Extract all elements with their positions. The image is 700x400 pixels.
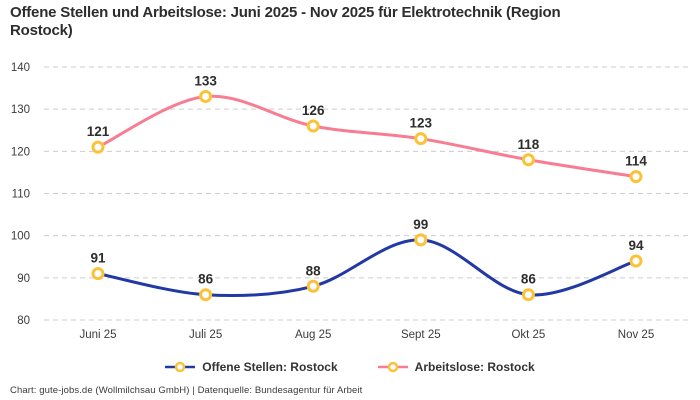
data-point-marker bbox=[306, 279, 320, 293]
x-axis-label: Aug 25 bbox=[295, 329, 331, 341]
data-point-marker bbox=[414, 132, 428, 146]
data-point-label: 118 bbox=[518, 137, 540, 152]
data-point-marker bbox=[91, 140, 105, 154]
data-point-marker bbox=[521, 153, 535, 167]
data-point-label: 86 bbox=[198, 272, 214, 287]
data-point-label: 126 bbox=[302, 103, 325, 118]
data-point-label: 88 bbox=[306, 263, 322, 278]
legend-item[interactable]: Offene Stellen: Rostock bbox=[165, 360, 338, 374]
y-tick-label: 110 bbox=[12, 189, 30, 201]
data-point-label: 121 bbox=[87, 124, 110, 139]
legend-marker bbox=[387, 361, 398, 373]
legend-swatch-icon bbox=[165, 361, 196, 373]
legend-swatch-icon bbox=[377, 361, 408, 373]
y-tick-label: 120 bbox=[11, 146, 30, 158]
y-tick-label: 90 bbox=[17, 273, 30, 285]
data-point-marker bbox=[199, 288, 213, 302]
footer-credit: Chart: gute-jobs.de (Wollmilchsau GmbH) … bbox=[10, 385, 363, 396]
data-point-label: 86 bbox=[521, 272, 537, 287]
chart-title-line2: Rostock) bbox=[10, 22, 73, 39]
data-point-marker bbox=[414, 233, 428, 247]
chart-title: Offene Stellen und Arbeitslose: Juni 202… bbox=[10, 4, 561, 40]
legend-item[interactable]: Arbeitslose: Rostock bbox=[377, 360, 535, 374]
y-tick-label: 140 bbox=[11, 62, 30, 74]
line-chart-plot-area: 80 90 100 110 120 130 140 Juni 25 Juli 25 Aug 25 S… bbox=[11, 62, 689, 341]
data-point-marker bbox=[629, 254, 643, 268]
data-point-marker bbox=[521, 288, 535, 302]
data-point-marker bbox=[629, 170, 643, 184]
x-axis-label: Okt 25 bbox=[511, 329, 545, 341]
legend-label: Offene Stellen: Rostock bbox=[202, 360, 338, 374]
data-point-label: 99 bbox=[413, 217, 428, 232]
data-point-label: 123 bbox=[410, 116, 433, 131]
data-point-label: 94 bbox=[628, 238, 644, 253]
data-point-marker bbox=[199, 90, 213, 104]
x-axis-label: Nov 25 bbox=[618, 329, 654, 341]
y-tick-label: 80 bbox=[17, 315, 30, 327]
y-tick-label: 100 bbox=[11, 231, 30, 243]
chart-title-line1: Offene Stellen und Arbeitslose: Juni 202… bbox=[10, 4, 561, 21]
series-line bbox=[96, 238, 638, 298]
chart-legend: Offene Stellen: Rostock Arbeitslose: Rost… bbox=[0, 360, 700, 374]
legend-label: Arbeitslose: Rostock bbox=[414, 360, 535, 374]
legend-marker bbox=[175, 361, 186, 373]
data-point-marker bbox=[306, 119, 320, 133]
data-point-marker bbox=[91, 267, 105, 281]
y-tick-label: 130 bbox=[11, 104, 30, 116]
data-point-label: 91 bbox=[90, 251, 106, 266]
series-line bbox=[96, 94, 638, 179]
x-axis-label: Juli 25 bbox=[189, 329, 222, 341]
x-axis-label: Sept 25 bbox=[401, 329, 441, 341]
x-axis-label: Juni 25 bbox=[79, 329, 116, 341]
data-point-label: 133 bbox=[194, 74, 217, 89]
data-point-label: 114 bbox=[625, 154, 647, 169]
